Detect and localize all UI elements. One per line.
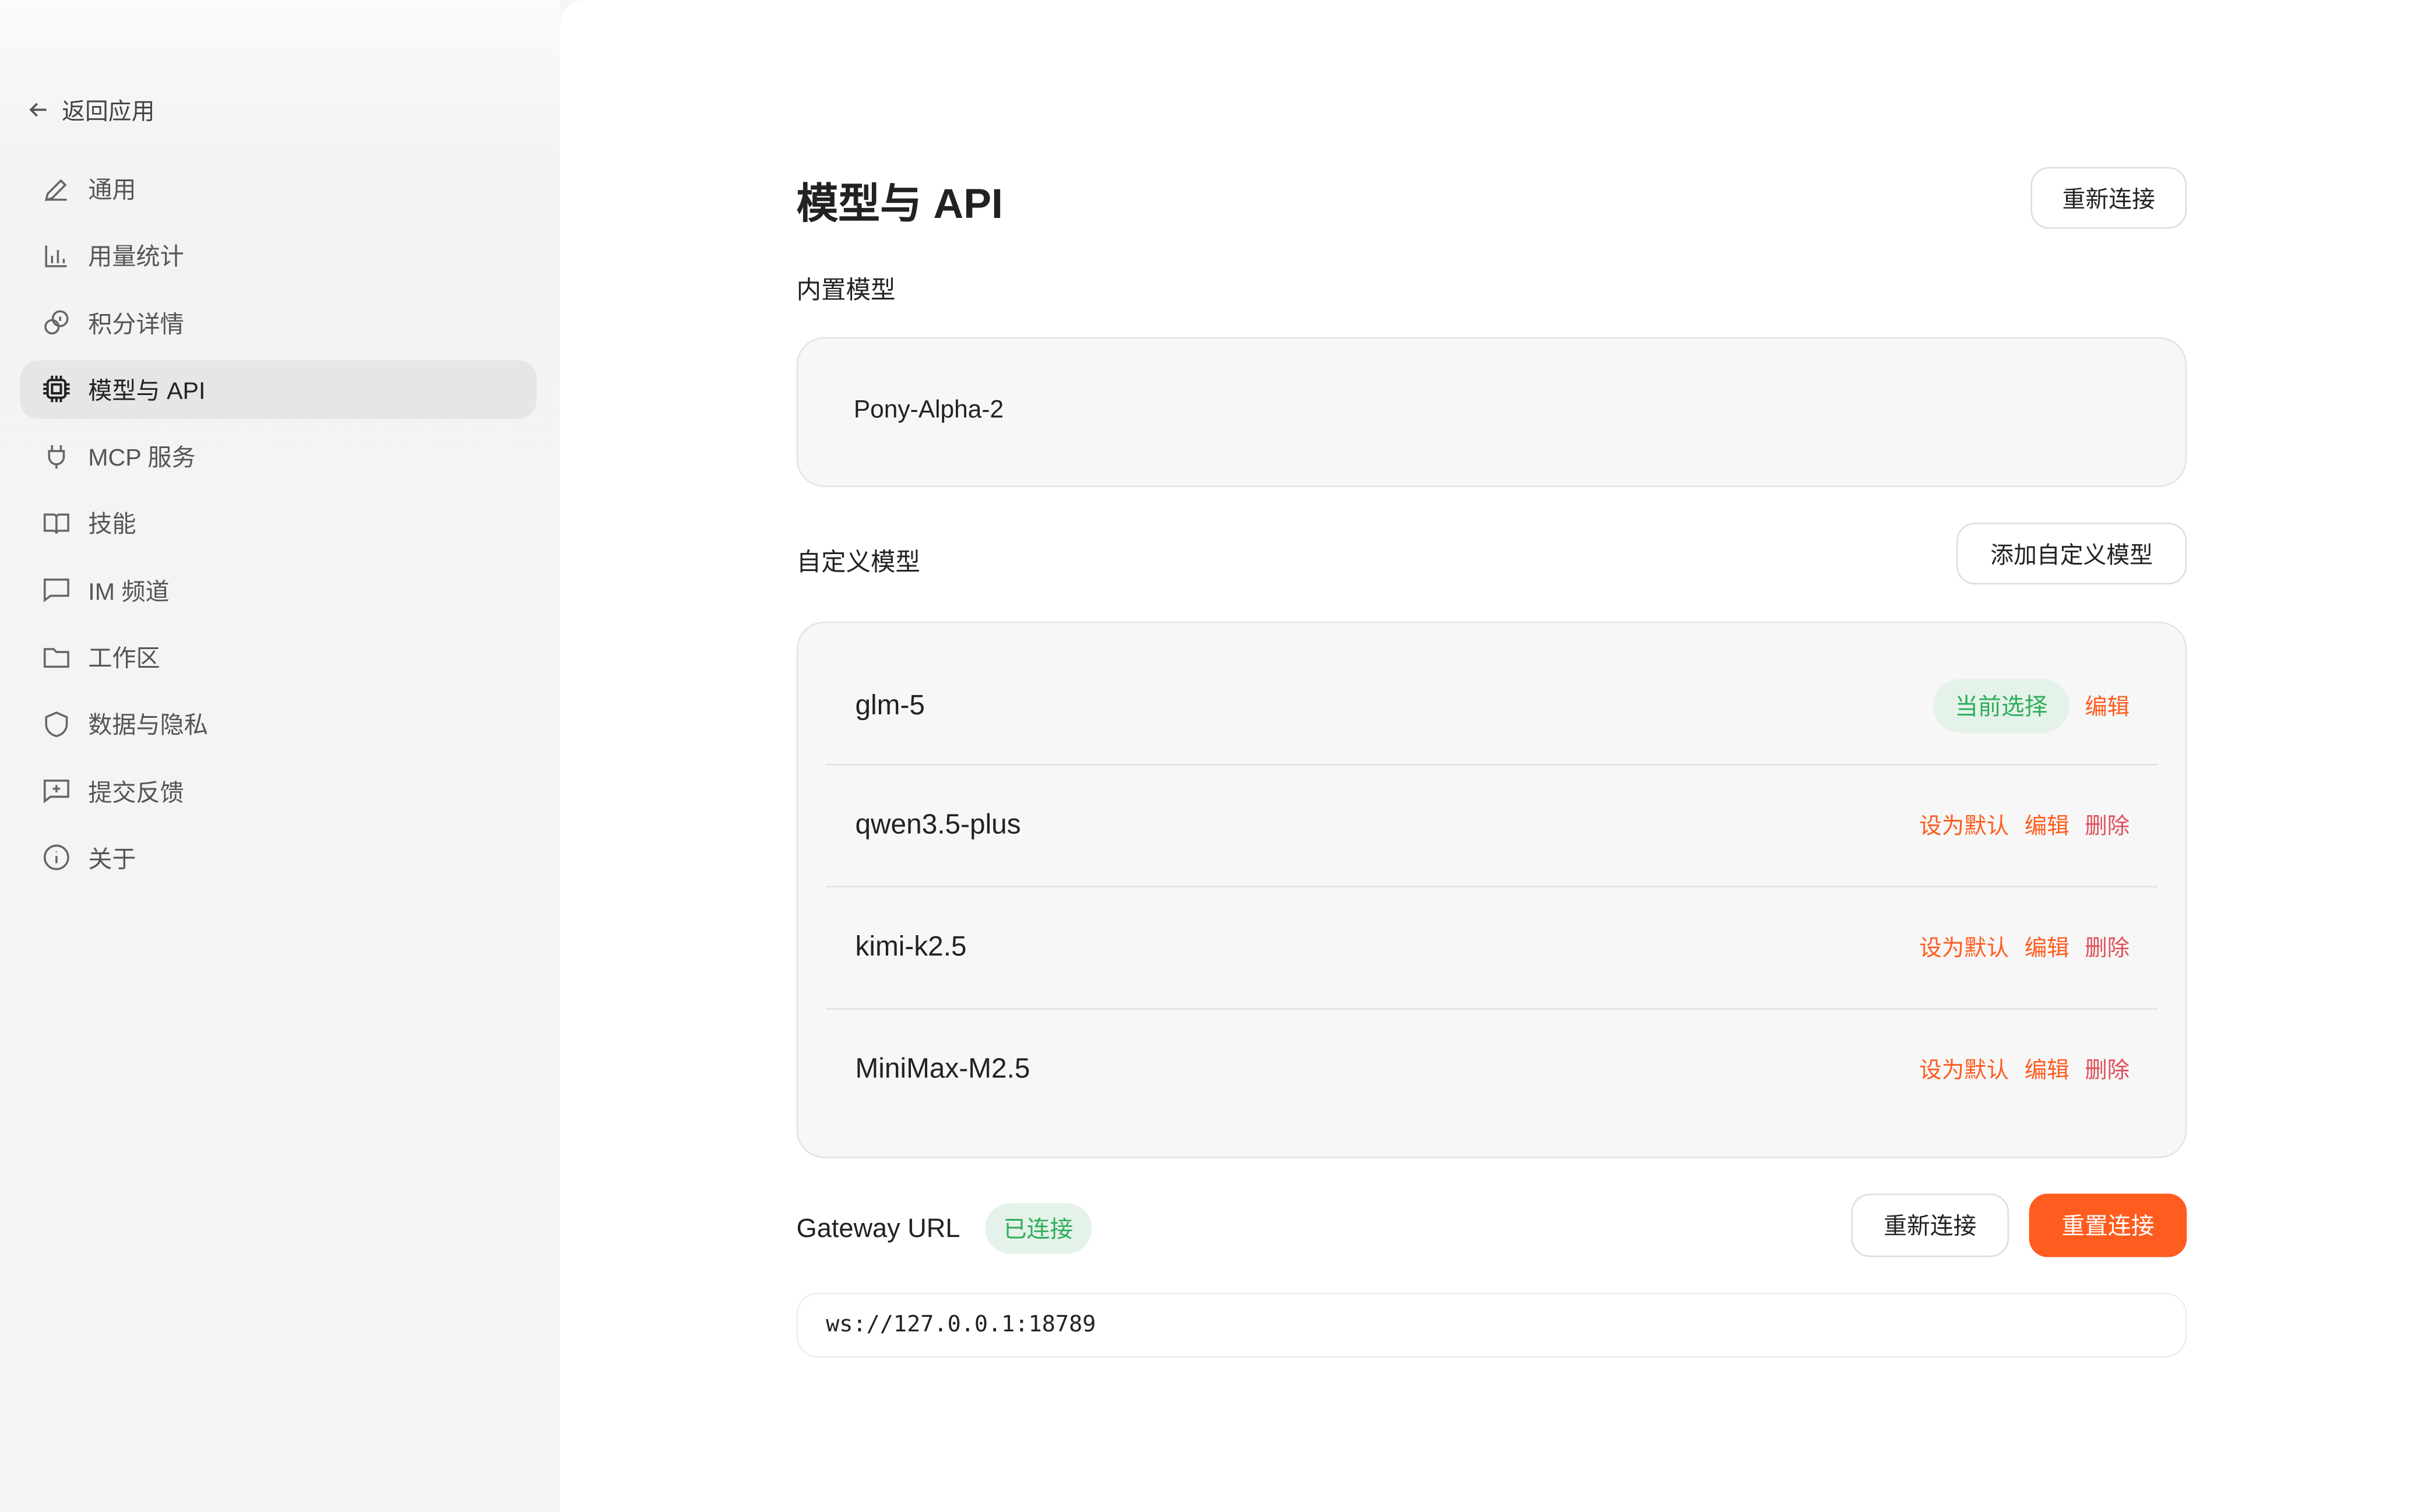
- set-default-link[interactable]: 设为默认: [1919, 937, 2009, 962]
- set-default-link[interactable]: 设为默认: [1919, 1059, 2009, 1084]
- page-title: 模型与 API: [796, 181, 1003, 228]
- sidebar-item-usage[interactable]: 用量统计: [20, 226, 536, 285]
- book-icon: [43, 513, 69, 534]
- gateway-header: Gateway URL 已连接: [797, 1203, 1092, 1254]
- sidebar-item-label: MCP 服务: [88, 445, 196, 472]
- model-name: kimi-k2.5: [855, 931, 967, 962]
- sidebar-item-label: IM 频道: [88, 579, 170, 606]
- model-row[interactable]: qwen3.5-plus 设为默认 编辑 删除: [826, 764, 2157, 888]
- current-selection-badge: 当前选择: [1933, 678, 2069, 733]
- message-icon: [43, 579, 69, 603]
- arrow-left-icon: [29, 103, 47, 117]
- sidebar-item-about[interactable]: 关于: [20, 829, 536, 887]
- delete-link[interactable]: 删除: [2085, 815, 2130, 840]
- edit-link[interactable]: 编辑: [2085, 696, 2130, 721]
- model-row[interactable]: glm-5 当前选择 编辑: [826, 648, 2157, 766]
- back-label: 返回应用: [62, 98, 155, 125]
- back-to-app-button[interactable]: 返回应用: [28, 93, 155, 126]
- custom-model-list: glm-5 当前选择 编辑 qwen3.5-plus 设为默认 编辑 删除 ki…: [796, 621, 2187, 1158]
- sidebar-item-models-api[interactable]: 模型与 API: [20, 360, 537, 419]
- pencil-icon: [44, 178, 67, 200]
- sidebar-item-label: 工作区: [88, 646, 160, 673]
- model-name: glm-5: [855, 689, 925, 721]
- model-name: MiniMax-M2.5: [855, 1053, 1030, 1084]
- sidebar-item-skills[interactable]: 技能: [20, 494, 536, 553]
- info-icon: [43, 845, 69, 871]
- sidebar-item-label: 关于: [88, 847, 136, 874]
- folder-icon: [43, 647, 69, 667]
- feedback-icon: [43, 780, 69, 804]
- builtin-models-heading: 内置模型: [796, 278, 896, 305]
- shield-icon: [45, 711, 68, 737]
- coins-icon: [44, 310, 69, 335]
- sidebar-item-label: 技能: [88, 512, 136, 539]
- set-default-link[interactable]: 设为默认: [1919, 815, 2009, 840]
- sidebar-item-privacy[interactable]: 数据与隐私: [20, 695, 536, 754]
- delete-link[interactable]: 删除: [2085, 937, 2130, 962]
- edit-link[interactable]: 编辑: [2024, 815, 2069, 840]
- model-row[interactable]: MiniMax-M2.5 设为默认 编辑 删除: [826, 1008, 2157, 1130]
- sidebar-item-feedback[interactable]: 提交反馈: [20, 762, 536, 820]
- sidebar-item-label: 用量统计: [88, 245, 184, 272]
- sidebar-item-label: 通用: [88, 178, 136, 205]
- model-name: qwen3.5-plus: [855, 808, 1021, 840]
- cpu-icon: [43, 376, 70, 403]
- sidebar-item-label: 模型与 API: [88, 378, 206, 405]
- sidebar-item-mcp[interactable]: MCP 服务: [20, 427, 536, 486]
- sidebar-item-workspace[interactable]: 工作区: [20, 628, 536, 687]
- main-panel: 模型与 API 重新连接 内置模型 Pony-Alpha-2 自定义模型 添加自…: [559, 0, 2425, 1512]
- sidebar-item-label: 数据与隐私: [88, 713, 208, 740]
- sidebar-item-label: 提交反馈: [88, 780, 184, 807]
- edit-link[interactable]: 编辑: [2024, 937, 2069, 962]
- sidebar: 返回应用 通用 用量统计 积分详情 模型与 API MCP 服务 技能: [0, 0, 560, 1512]
- delete-link[interactable]: 删除: [2085, 1059, 2130, 1084]
- gateway-url-label: Gateway URL: [796, 1213, 960, 1243]
- sidebar-nav: 通用 用量统计 积分详情 模型与 API MCP 服务 技能 IM 频道: [20, 159, 537, 896]
- connection-status-badge: 已连接: [984, 1203, 1092, 1254]
- add-custom-model-button[interactable]: 添加自定义模型: [1956, 522, 2187, 585]
- custom-models-heading: 自定义模型: [796, 550, 920, 577]
- model-row[interactable]: kimi-k2.5 设为默认 编辑 删除: [826, 886, 2157, 1010]
- plug-icon: [48, 445, 65, 468]
- sidebar-item-credits[interactable]: 积分详情: [20, 293, 536, 352]
- gateway-reconnect-button[interactable]: 重新连接: [1851, 1193, 2009, 1257]
- reset-connection-button[interactable]: 重置连接: [2029, 1193, 2187, 1257]
- gateway-url-field[interactable]: ws://127.0.0.1:18789: [796, 1292, 2187, 1358]
- reconnect-top-button[interactable]: 重新连接: [2030, 167, 2187, 229]
- bar-chart-icon: [45, 245, 67, 267]
- sidebar-item-label: 积分详情: [88, 311, 184, 339]
- builtin-model-card: Pony-Alpha-2: [796, 337, 2187, 487]
- sidebar-item-im-channels[interactable]: IM 频道: [20, 561, 536, 620]
- edit-link[interactable]: 编辑: [2024, 1059, 2069, 1084]
- builtin-model-name: Pony-Alpha-2: [853, 397, 1004, 424]
- sidebar-item-general[interactable]: 通用: [20, 159, 536, 218]
